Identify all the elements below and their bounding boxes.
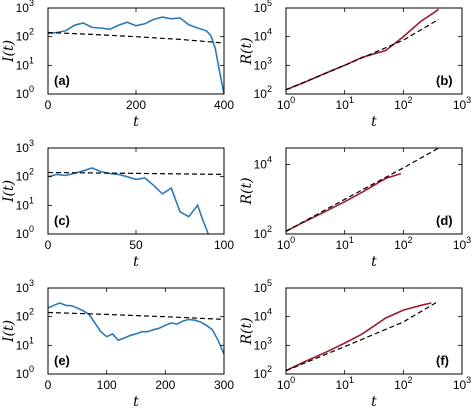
x-tick-label: 0 (45, 98, 52, 112)
fit-line (286, 300, 440, 372)
y-tick-label: 100 (16, 364, 34, 381)
x-axis-label: t (133, 254, 139, 270)
x-axis-label: t (371, 394, 377, 410)
y-tick-label: 104 (254, 307, 272, 324)
x-tick-label: 200 (155, 378, 175, 392)
x-tick-label: 103 (453, 375, 471, 392)
x-tick-label: 102 (394, 95, 412, 112)
axes-frame (285, 7, 463, 95)
y-tick-label: 103 (254, 55, 272, 72)
axes-frame (47, 287, 225, 375)
x-tick-label: 100 (97, 378, 117, 392)
y-tick-label: 103 (16, 278, 34, 295)
x-tick-label: 100 (277, 235, 295, 252)
y-tick-label: 105 (254, 0, 272, 15)
fit-line (48, 311, 224, 320)
panel-label: (d) (436, 213, 453, 228)
x-tick-label: 102 (394, 375, 412, 392)
x-tick-label: 101 (335, 375, 353, 392)
data-line (286, 8, 440, 91)
x-axis-label: t (371, 114, 377, 130)
x-tick-label: 103 (453, 235, 471, 252)
x-tick-label: 200 (126, 98, 146, 112)
data-line (48, 167, 209, 234)
data-line (48, 16, 224, 94)
panel-b: 100 101 102 103 102 103 104 105 t R(t) (b) (239, 0, 471, 130)
y-axis-label: R(t) (239, 177, 255, 205)
y-tick-label: 100 (16, 84, 34, 101)
panel-label: (c) (54, 213, 70, 228)
panel-f: 100 101 102 103 102 103 104 105 t R(t) (f) (239, 278, 471, 410)
axes-frame (285, 287, 463, 375)
axes-frame (47, 7, 225, 95)
x-tick-label: 100 (214, 238, 234, 252)
x-axis-label: t (133, 394, 139, 410)
fit-line (286, 148, 439, 232)
panel-label: (a) (54, 73, 70, 88)
panel-label: (e) (54, 353, 70, 368)
y-tick-label: 104 (254, 27, 272, 44)
x-tick-label: 0 (45, 238, 52, 252)
x-tick-label: 400 (214, 98, 234, 112)
x-tick-label: 100 (277, 95, 295, 112)
x-axis-label: t (133, 114, 139, 130)
y-tick-label: 100 (16, 224, 34, 241)
y-tick-label: 101 (16, 195, 34, 212)
y-tick-label: 102 (16, 167, 34, 184)
panel-d: 100 101 102 103 102 104 t R(t) (d) (239, 147, 471, 270)
y-tick-label: 105 (254, 278, 272, 295)
x-tick-label: 101 (335, 235, 353, 252)
axes-frame (285, 147, 463, 235)
y-tick-label: 102 (16, 27, 34, 44)
data-line (286, 172, 402, 233)
data-line (48, 302, 224, 355)
y-axis-label: I(t) (1, 40, 17, 63)
panel-label: (f) (436, 353, 449, 368)
x-tick-label: 103 (453, 95, 471, 112)
y-tick-label: 103 (254, 335, 272, 352)
y-tick-label: 101 (16, 335, 34, 352)
panel-a: 0 200 400 100 101 102 103 t I(t) (a) (1, 0, 234, 130)
panel-label: (b) (436, 73, 453, 88)
x-axis-label: t (371, 254, 377, 270)
y-tick-label: 102 (254, 364, 272, 381)
panel-e: 0 100 200 300 100 101 102 103 t I(t) (e) (1, 278, 234, 410)
y-axis-label: I(t) (1, 320, 17, 343)
data-line (286, 302, 432, 372)
y-tick-label: 102 (16, 307, 34, 324)
y-tick-label: 102 (254, 224, 272, 241)
x-tick-label: 100 (277, 375, 295, 392)
fit-line (48, 171, 224, 175)
y-axis-label: R(t) (239, 317, 255, 345)
y-tick-label: 102 (254, 84, 272, 101)
axes-frame (47, 147, 225, 235)
fit-line (286, 18, 440, 91)
x-tick-label: 101 (335, 95, 353, 112)
y-tick-label: 104 (254, 155, 272, 172)
y-axis-label: I(t) (1, 180, 17, 203)
y-axis-label: R(t) (239, 37, 255, 65)
y-tick-label: 101 (16, 55, 34, 72)
x-tick-label: 0 (45, 378, 52, 392)
x-tick-label: 300 (214, 378, 234, 392)
y-tick-label: 103 (16, 0, 34, 15)
panel-c: 0 50 100 100 101 102 103 t I(t) (c) (1, 138, 234, 270)
x-tick-label: 50 (129, 238, 143, 252)
y-tick-label: 103 (16, 138, 34, 155)
x-tick-label: 102 (394, 235, 412, 252)
fit-line (48, 31, 224, 44)
